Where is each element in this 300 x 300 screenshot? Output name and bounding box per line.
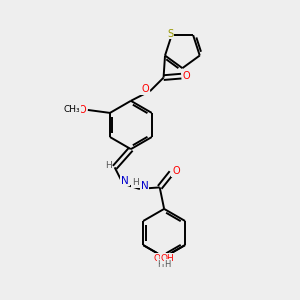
Text: O: O: [141, 84, 149, 94]
Text: S: S: [167, 28, 173, 39]
Text: OH: OH: [154, 254, 168, 263]
Text: O: O: [183, 71, 190, 81]
Text: H: H: [105, 161, 112, 170]
Text: OH: OH: [160, 254, 174, 263]
Text: CH₃: CH₃: [63, 106, 80, 115]
Text: H: H: [132, 178, 139, 188]
Text: H: H: [158, 260, 164, 269]
Text: O: O: [79, 105, 86, 115]
Text: H: H: [164, 260, 171, 269]
Text: O: O: [172, 166, 180, 176]
Text: N: N: [121, 176, 129, 186]
Text: N: N: [140, 181, 148, 191]
